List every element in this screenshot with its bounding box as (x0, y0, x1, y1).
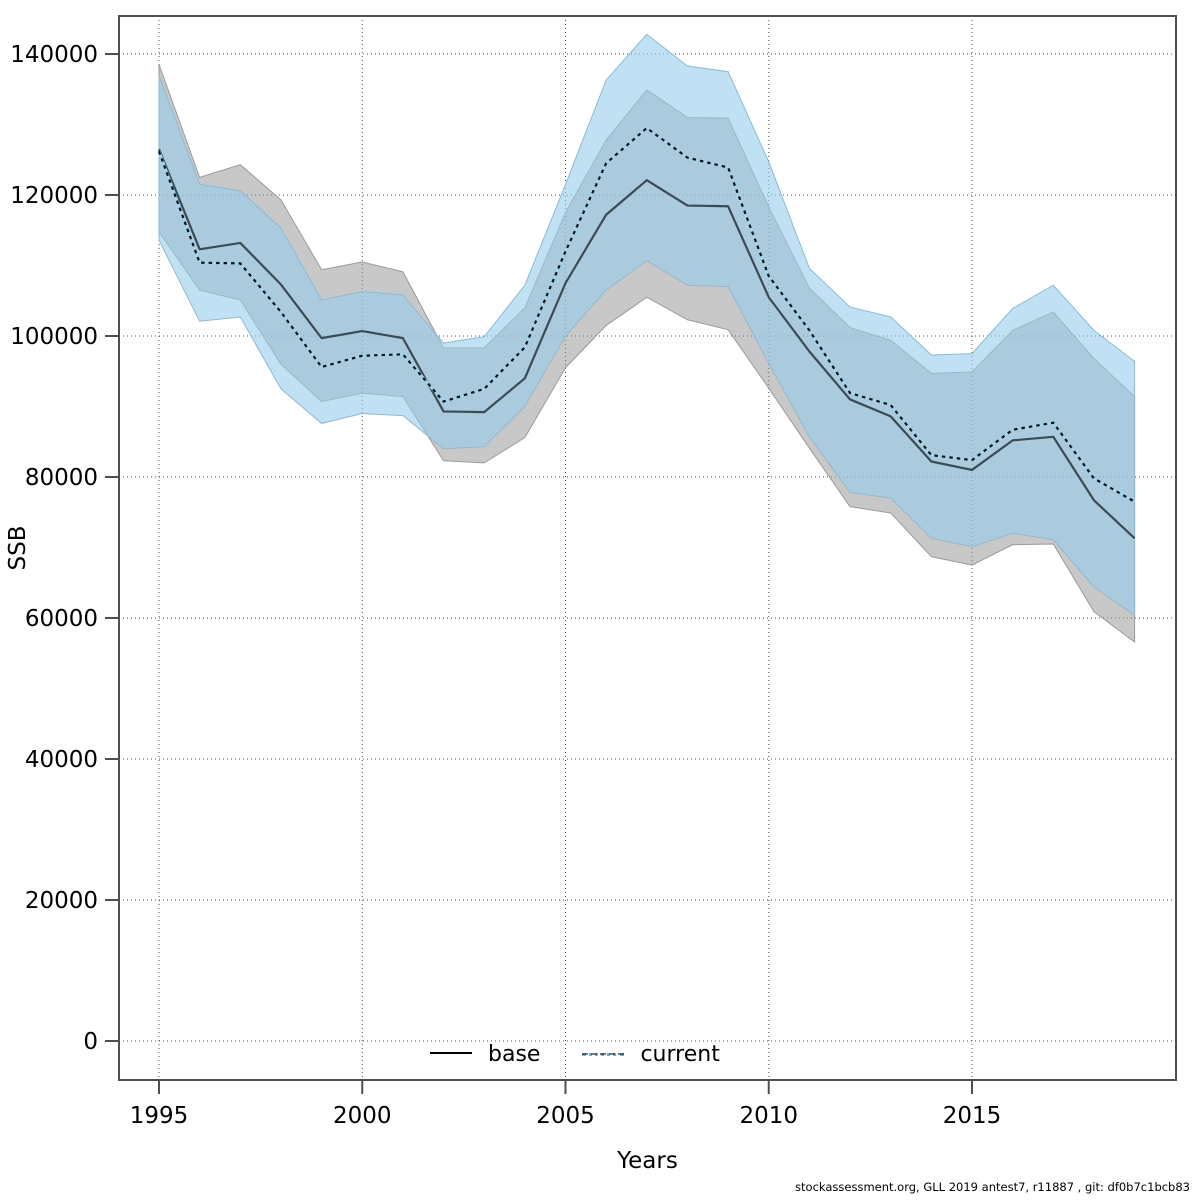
legend-item-base: base (430, 1042, 540, 1067)
footer-attribution: stockassessment.org, GLL 2019 antest7, r… (795, 1180, 1190, 1194)
base-line (157, 148, 1136, 540)
current-confidence-band (158, 33, 1136, 617)
y-axis-title: SSB (5, 525, 31, 571)
plot-frame (118, 15, 1177, 1081)
current-line-sample-icon (582, 1053, 625, 1056)
y-tick-label: 100000 (10, 324, 98, 350)
y-tick-label: 120000 (10, 183, 98, 209)
y-tick-label: 0 (83, 1029, 98, 1055)
legend-label-base: base (488, 1042, 541, 1067)
y-tick-label: 140000 (10, 42, 98, 68)
x-axis-title: Years (617, 1148, 678, 1174)
y-tick-label: 40000 (25, 747, 98, 773)
y-tick-label: 60000 (25, 606, 98, 632)
x-tick-label: 2010 (739, 1103, 798, 1129)
x-tick-label: 1995 (130, 1103, 189, 1129)
base-line-sample-icon (430, 1051, 472, 1058)
y-tick-label: 20000 (25, 888, 98, 914)
legend: base current (430, 1042, 720, 1067)
current-line (157, 126, 1136, 503)
x-tick-label: 2005 (536, 1103, 595, 1129)
x-tick-label: 2000 (333, 1103, 392, 1129)
legend-label-current: current (640, 1042, 720, 1067)
y-tick-label: 80000 (25, 465, 98, 491)
x-tick-label: 2015 (943, 1103, 1002, 1129)
legend-item-current: current (582, 1042, 720, 1067)
